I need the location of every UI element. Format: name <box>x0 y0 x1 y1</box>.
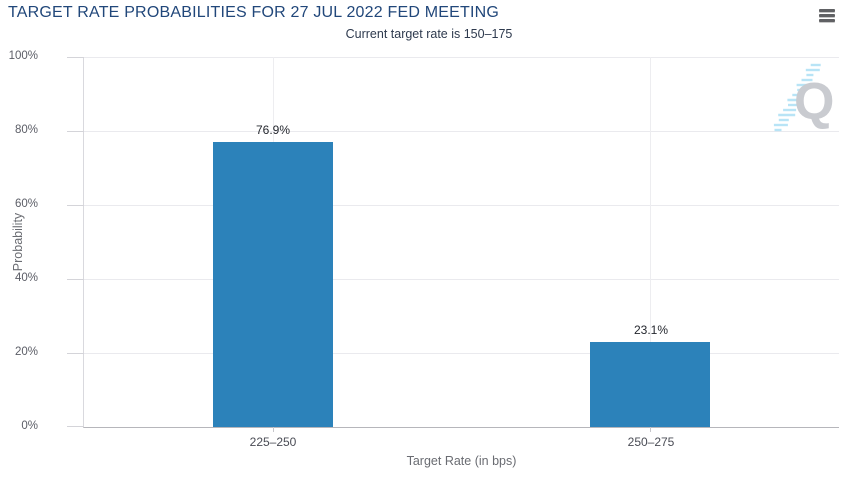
chart-subtitle: Current target rate is 150–175 <box>345 27 513 41</box>
bar-value-label: 23.1% <box>633 323 669 337</box>
x-axis-title: Target Rate (in bps) <box>406 454 517 468</box>
plot-area: Probability Target Rate (in bps) 0% 20% 40… <box>9 50 839 468</box>
y-tick-label: 0% <box>21 420 38 432</box>
hamburger-icon <box>819 9 835 22</box>
y-tick <box>67 131 84 132</box>
y-tick-label: 20% <box>14 346 38 358</box>
x-tick-label: 225–250 <box>249 435 297 449</box>
chart-title: TARGET RATE PROBABILITIES FOR 27 JUL 202… <box>8 4 500 21</box>
y-tick <box>67 279 84 280</box>
bar-225–250[interactable] <box>213 142 333 427</box>
y-gridline <box>84 131 839 132</box>
y-tick-label: 60% <box>14 198 38 210</box>
y-tick-label: 100% <box>8 50 38 62</box>
x-tick <box>650 427 651 432</box>
y-tick <box>67 426 84 427</box>
bar-250–275[interactable] <box>590 342 710 427</box>
y-gridline <box>84 353 839 354</box>
y-tick <box>67 205 84 206</box>
y-tick-label: 40% <box>14 272 38 284</box>
y-tick-label: 80% <box>14 124 38 136</box>
x-gridline <box>650 57 651 427</box>
y-gridline <box>84 205 839 206</box>
x-tick-label: 250–275 <box>627 435 675 449</box>
y-gridline <box>84 57 839 58</box>
y-tick <box>67 353 84 354</box>
y-axis-title: Probability <box>11 212 25 272</box>
chart-menu-button[interactable] <box>819 9 835 24</box>
bar-value-label: 76.9% <box>255 123 291 137</box>
y-tick <box>67 57 84 58</box>
x-tick <box>273 427 274 432</box>
y-gridline <box>84 279 839 280</box>
